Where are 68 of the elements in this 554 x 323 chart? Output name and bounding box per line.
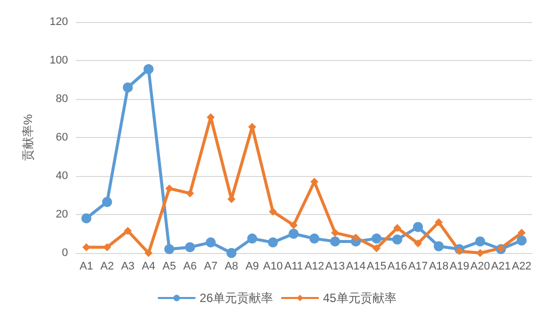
x-tick-label: A11: [284, 260, 304, 272]
y-tick-label: 40: [56, 170, 68, 182]
x-tick-label: A5: [162, 260, 176, 272]
y-tick-label: 20: [56, 208, 68, 220]
point: [434, 218, 443, 226]
x-tick-label: A9: [245, 260, 259, 272]
x-tick-label: A6: [183, 260, 197, 272]
x-tick-label: A22: [512, 260, 532, 272]
point: [516, 235, 527, 246]
x-tick-label: A14: [346, 260, 366, 272]
x-tick-label: A20: [470, 260, 490, 272]
x-tick-label: A10: [263, 260, 283, 272]
point: [81, 213, 92, 224]
point: [476, 249, 484, 257]
y-axis-title: 贡献率%: [21, 114, 35, 161]
point: [331, 228, 340, 237]
x-tick-label: A7: [204, 260, 218, 272]
y-tick-label: 100: [50, 54, 68, 66]
point: [392, 234, 402, 245]
point: [518, 228, 526, 237]
y-tick-label: 80: [56, 93, 68, 105]
point: [268, 237, 278, 248]
point: [122, 82, 133, 92]
point: [185, 242, 195, 252]
point: [103, 243, 112, 252]
point: [186, 189, 194, 198]
point: [455, 247, 464, 256]
point: [434, 241, 444, 252]
x-tick-label: A13: [325, 260, 345, 272]
x-tick-label: A16: [387, 260, 408, 272]
point: [309, 234, 320, 244]
point: [290, 221, 298, 230]
point: [164, 244, 174, 254]
point: [310, 178, 318, 186]
point: [144, 249, 153, 257]
point: [124, 226, 132, 235]
point: [226, 248, 236, 258]
x-tick-label: A15: [366, 260, 386, 272]
point: [414, 239, 422, 248]
y-tick-label: 0: [62, 247, 68, 259]
x-tick-label: A3: [121, 260, 135, 272]
legend-label: 26单元贡献率: [200, 291, 274, 305]
y-tick-label: 120: [50, 16, 68, 28]
point: [372, 234, 382, 244]
point: [393, 224, 402, 232]
x-tick-label: A2: [100, 260, 114, 272]
x-tick-label: A12: [304, 260, 324, 272]
point: [144, 64, 154, 74]
x-tick-label: A8: [224, 260, 238, 272]
x-tick-label: A1: [80, 260, 94, 272]
x-tick-label: A4: [142, 260, 156, 272]
x-tick-label: A21: [491, 260, 511, 272]
y-tick-label: 60: [56, 132, 68, 144]
x-tick-label: A17: [408, 260, 428, 272]
x-tick-label: A19: [450, 260, 470, 272]
point: [206, 237, 216, 248]
legend-label: 45单元贡献率: [323, 291, 396, 305]
x-tick-label: A18: [428, 260, 449, 272]
point: [288, 228, 299, 239]
point: [247, 234, 258, 244]
point: [352, 234, 360, 242]
point: [165, 184, 174, 193]
point: [413, 222, 423, 232]
point: [330, 236, 340, 246]
point: [372, 244, 381, 252]
point: [475, 236, 486, 246]
point: [102, 196, 112, 207]
point: [268, 208, 277, 216]
